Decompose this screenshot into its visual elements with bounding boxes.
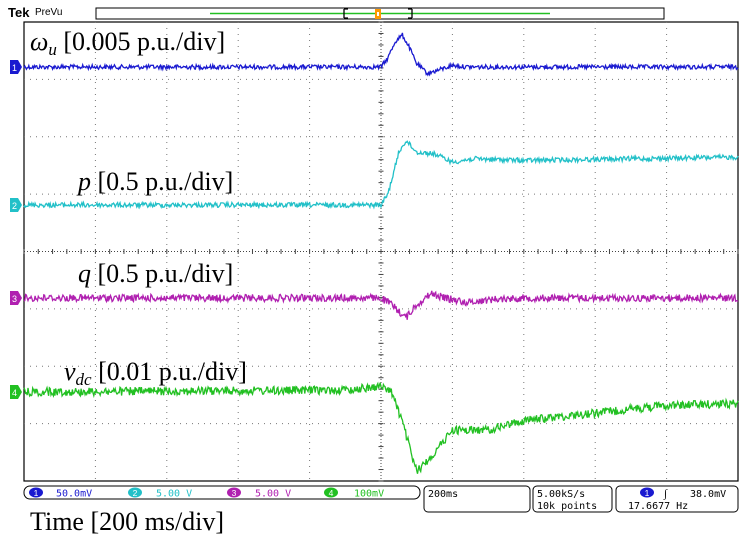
trace-ch4 (23, 381, 739, 474)
channel-marker-4-label: 4 (12, 388, 17, 398)
trace-label-4-symbol: v (64, 357, 76, 386)
record-length-value: 10k points (537, 501, 597, 512)
channel-marker-1[interactable]: 1 (10, 60, 22, 74)
ch3-status-num: 3 (232, 488, 237, 498)
ch2-status-scale: 5.00 V (156, 489, 192, 500)
ch3-status-scale: 5.00 V (255, 489, 291, 500)
trigger-channel-badge (640, 487, 654, 498)
trace-label-3-scale: [0.5 p.u./div] (91, 259, 233, 288)
record-window-left-bracket (343, 8, 348, 19)
channel-marker-1-label: 1 (12, 63, 17, 73)
ch3-status-badge (227, 487, 241, 498)
trace-label-1: ωu [0.005 p.u./div] (30, 27, 225, 59)
graticule (23, 21, 739, 482)
trace-label-2-symbol: p (76, 167, 91, 196)
trace-label-4: vdc [0.01 p.u./div] (64, 357, 247, 389)
trace-label-2-scale: [0.5 p.u./div] (91, 167, 233, 196)
ch1-status-badge (29, 487, 43, 498)
channel-marker-2[interactable]: 2 (10, 198, 22, 212)
ch1-status-scale: 50.0mV (56, 489, 92, 500)
trace-ch3 (23, 290, 739, 320)
acquisition-box[interactable] (532, 485, 613, 513)
trigger-position-marker-top-notch (377, 12, 379, 16)
frequency-value: 17.6677 Hz (628, 501, 688, 512)
trace-ch2 (23, 140, 739, 210)
trace-label-1-symbol: ω (30, 27, 48, 56)
ch4-status-badge (324, 487, 338, 498)
trace-label-2: p [0.5 p.u./div] (76, 167, 233, 196)
record-window-right-bracket (408, 8, 413, 19)
trace-label-4-sub: dc (76, 370, 93, 389)
ch1-status-num: 1 (34, 488, 39, 498)
channel-marker-4[interactable]: 4 (10, 385, 22, 399)
trace-label-3-symbol: q (78, 259, 91, 288)
header-brand: Tek (8, 5, 30, 20)
channel-marker-2-label: 2 (12, 201, 17, 211)
timebase-box[interactable] (423, 485, 531, 513)
timebase-value: 200ms (428, 489, 458, 500)
channel-marker-3[interactable]: 3 (10, 291, 22, 305)
trigger-slope-icon: ∫ (663, 488, 668, 500)
trace-ch1 (23, 32, 739, 77)
trace-label-4-scale: [0.01 p.u./div] (92, 357, 247, 386)
trace-label-1-sub: u (48, 40, 57, 59)
sample-rate-value: 5.00kS/s (537, 489, 585, 500)
trigger-level-value: 38.0mV (690, 489, 726, 500)
waveform-traces (23, 32, 739, 474)
ch2-status-num: 2 (133, 488, 138, 498)
ch4-status-scale: 100mV (354, 489, 384, 500)
trace-label-3: q [0.5 p.u./div] (78, 259, 233, 288)
time-axis-label: Time [200 ms/div] (30, 507, 224, 536)
header-mode: PreVu (35, 7, 62, 18)
channel-marker-3-label: 3 (12, 294, 17, 304)
trigger-channel-num: 1 (645, 488, 650, 498)
trace-label-1-scale: [0.005 p.u./div] (57, 27, 225, 56)
ch4-status-num: 4 (329, 488, 334, 498)
ch2-status-badge (128, 487, 142, 498)
channel-status-box[interactable] (23, 485, 421, 500)
